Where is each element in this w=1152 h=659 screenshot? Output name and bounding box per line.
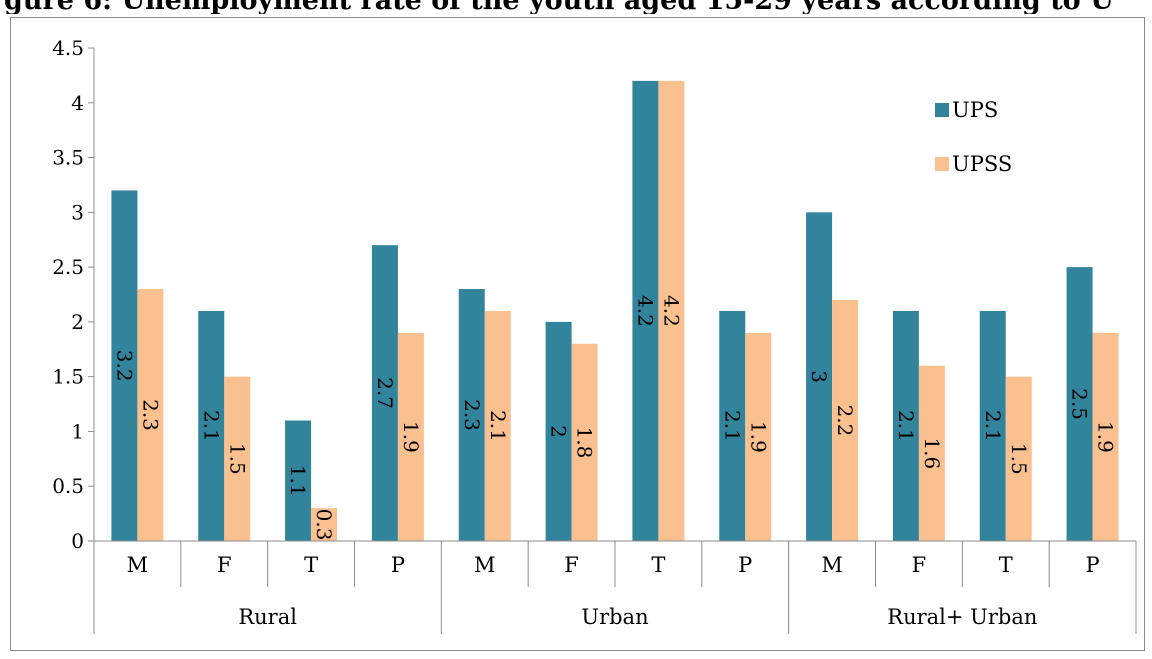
bar-upss	[745, 332, 772, 541]
data-label-ups: 2.1	[720, 410, 744, 442]
y-tick-label: 3	[71, 200, 84, 224]
x-group-label: Rural+ Urban	[887, 605, 1037, 629]
data-label-ups: 3	[807, 370, 831, 383]
bar-ups	[111, 190, 138, 541]
data-label-ups: 2	[547, 425, 571, 438]
bar-upss	[571, 343, 598, 541]
data-label-upss: 1.6	[920, 437, 944, 469]
x-category-label: T	[999, 553, 1013, 577]
bar-ups	[806, 212, 833, 542]
legend: UPS UPSS	[935, 98, 1012, 176]
chart-title-strip: gure 6: Unemployment rate of the youth a…	[0, 0, 1152, 14]
legend-swatch-upss	[935, 157, 949, 171]
y-axis: 0 0.5 1 1.5 2 2.5 3 3.5 4 4.5	[52, 36, 95, 553]
data-label-upss: 1.9	[1094, 421, 1118, 453]
y-tick-label: 4	[71, 91, 84, 115]
y-tick-label: 2	[71, 310, 84, 334]
bar-ups	[545, 321, 572, 541]
bar-ups	[458, 289, 485, 541]
x-category-label: F	[912, 553, 927, 577]
x-category-label: M	[474, 553, 496, 577]
bar-ups	[719, 310, 746, 541]
data-label-ups: 2.1	[894, 410, 918, 442]
bar-upss	[137, 289, 164, 541]
x-category-label: M	[821, 553, 843, 577]
data-label-upss: 0.3	[312, 509, 336, 541]
data-label-ups: 2.1	[981, 410, 1005, 442]
data-label-ups: 2.5	[1068, 388, 1092, 420]
data-label-ups: 1.1	[286, 465, 310, 497]
legend-label-ups: UPS	[952, 98, 998, 122]
y-tick-label: 4.5	[52, 36, 84, 60]
data-label-upss: 1.9	[746, 421, 770, 453]
chart-title: gure 6: Unemployment rate of the youth a…	[4, 0, 1114, 14]
bar-upss	[311, 508, 338, 541]
data-label-upss: 1.5	[225, 443, 249, 475]
bar-upss	[397, 332, 424, 541]
x-group-label: Rural	[238, 605, 297, 629]
data-label-ups: 2.7	[373, 377, 397, 409]
legend-label-upss: UPSS	[952, 152, 1012, 176]
x-category-label: M	[127, 553, 149, 577]
data-label-upss: 2.2	[833, 405, 857, 437]
data-label-ups: 2.1	[199, 410, 223, 442]
bar-ups	[285, 420, 312, 541]
data-label-upss: 2.1	[486, 410, 510, 442]
x-group-label: Urban	[581, 605, 648, 629]
bar-upss	[1005, 376, 1032, 541]
x-axis: M F T P M F T P M F T P Rural Urban Rural+ Urban	[93, 540, 1137, 634]
x-category-label: F	[217, 553, 232, 577]
x-category-label: T	[304, 553, 318, 577]
x-category-label: F	[564, 553, 579, 577]
y-tick-label: 2.5	[52, 255, 84, 279]
bar-upss	[918, 365, 945, 541]
data-label-upss: 1.8	[573, 426, 597, 458]
x-category-label: T	[651, 553, 665, 577]
bars: 3.2 2.1 1.1 2.7 2.3 2 4.2 2.1 3 2.1 2.1 2.5 2.3 1.5 0.…	[111, 80, 1119, 542]
legend-swatch-ups	[935, 103, 949, 117]
bar-upss	[224, 376, 251, 541]
bar-upss	[832, 299, 859, 541]
y-tick-label: 3.5	[52, 146, 84, 170]
data-label-upss: 1.9	[399, 421, 423, 453]
y-tick-label: 0	[71, 529, 84, 553]
data-label-upss: 1.5	[1007, 443, 1031, 475]
data-label-ups: 2.3	[460, 399, 484, 431]
bar-ups	[1066, 267, 1093, 541]
data-label-ups: 3.2	[112, 350, 136, 382]
x-category-label: P	[1086, 553, 1100, 577]
y-tick-label: 0.5	[52, 474, 84, 498]
bar-ups	[892, 310, 919, 541]
data-label-upss: 2.3	[138, 399, 162, 431]
data-label-ups: 4.2	[633, 295, 657, 327]
bar-ups	[632, 80, 659, 541]
bar-ups	[979, 310, 1006, 541]
y-tick-label: 1.5	[52, 365, 84, 389]
data-label-upss: 4.2	[659, 295, 683, 327]
bar-upss	[1092, 332, 1119, 541]
bar-upss	[658, 80, 685, 541]
y-tick-label: 1	[71, 419, 84, 443]
x-category-label: P	[738, 553, 752, 577]
x-category-label: P	[391, 553, 405, 577]
bar-ups	[198, 310, 225, 541]
bar-upss	[484, 310, 511, 541]
chart-frame	[10, 17, 1145, 651]
bar-ups	[371, 245, 398, 541]
